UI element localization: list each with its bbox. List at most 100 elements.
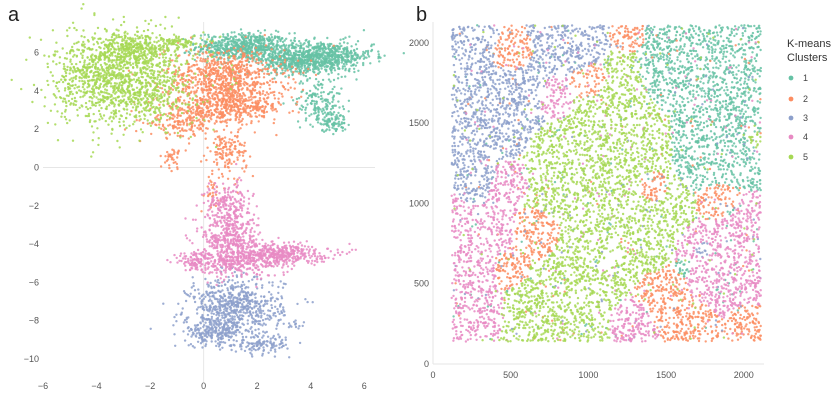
data-point [245,49,249,52]
data-point [245,345,248,349]
data-point [218,51,221,55]
data-point [298,324,301,328]
data-point [274,81,278,84]
data-point [236,140,240,143]
data-point [237,200,240,203]
data-point [203,78,206,82]
data-point [214,297,217,301]
data-point [215,223,219,226]
data-point [235,48,238,51]
data-point [233,183,236,186]
data-point [225,159,229,162]
data-point [241,123,244,126]
data-point [283,45,287,48]
data-point [245,51,249,55]
data-point [175,320,178,323]
data-point [311,46,314,49]
data-point [222,228,225,232]
data-point [259,342,262,345]
data-point [181,119,184,122]
data-point [316,121,320,124]
data-point [217,71,220,74]
data-point [244,329,247,332]
data-point [345,62,348,66]
data-point [259,44,262,47]
data-point [228,220,232,223]
data-point [210,312,213,315]
data-point [314,60,317,63]
data-point [251,278,254,281]
data-point [227,212,230,216]
data-point [311,301,314,304]
data-point [226,103,229,106]
data-point [251,82,254,86]
data-point [257,233,260,236]
data-point [218,192,221,195]
data-point [261,336,264,339]
data-point [265,110,269,114]
data-point [247,291,250,295]
data-point [242,235,245,238]
data-point [224,76,227,79]
data-point [234,311,237,314]
data-point [199,120,202,124]
data-point [357,69,360,73]
data-point [331,55,334,58]
data-point [218,314,221,317]
data-point [331,87,334,91]
data-point [242,78,245,81]
data-point [262,340,265,344]
data-point [197,306,200,309]
data-point [284,343,288,346]
data-point [262,54,265,58]
data-point [258,69,261,72]
data-point [340,50,343,54]
data-point [200,80,203,84]
data-point [261,92,264,95]
data-point [242,204,245,207]
data-point [259,86,262,89]
data-point [305,248,308,251]
data-point [280,311,283,314]
data-point [275,44,279,47]
data-point [333,50,336,54]
data-point [221,175,224,178]
data-point [244,287,247,290]
data-point [228,151,232,154]
data-point [280,67,284,70]
data-point [210,62,213,65]
data-point [227,338,231,342]
data-point [302,321,306,324]
data-point [185,118,189,122]
data-point [302,71,305,74]
data-point [231,99,234,103]
data-point [235,67,239,71]
data-point [290,57,293,60]
data-point [251,101,254,105]
data-point [221,289,224,292]
data-point [170,169,173,173]
data-point [192,130,195,133]
data-point [198,336,201,340]
data-point [216,48,219,51]
data-point [182,290,186,293]
data-point [233,220,236,223]
data-point [223,216,226,220]
data-point [226,177,230,180]
data-point [209,97,212,100]
data-point [213,98,216,101]
data-point [218,152,221,155]
data-point [318,63,321,67]
data-point [234,145,237,148]
data-point [210,285,213,288]
data-point [237,63,241,67]
data-point [254,115,257,118]
data-point [306,78,309,81]
data-point [285,47,288,50]
data-point [233,103,237,106]
data-point [193,92,196,95]
data-point [246,54,250,57]
data-point [279,103,282,106]
data-point [223,85,226,88]
data-point [203,215,207,219]
